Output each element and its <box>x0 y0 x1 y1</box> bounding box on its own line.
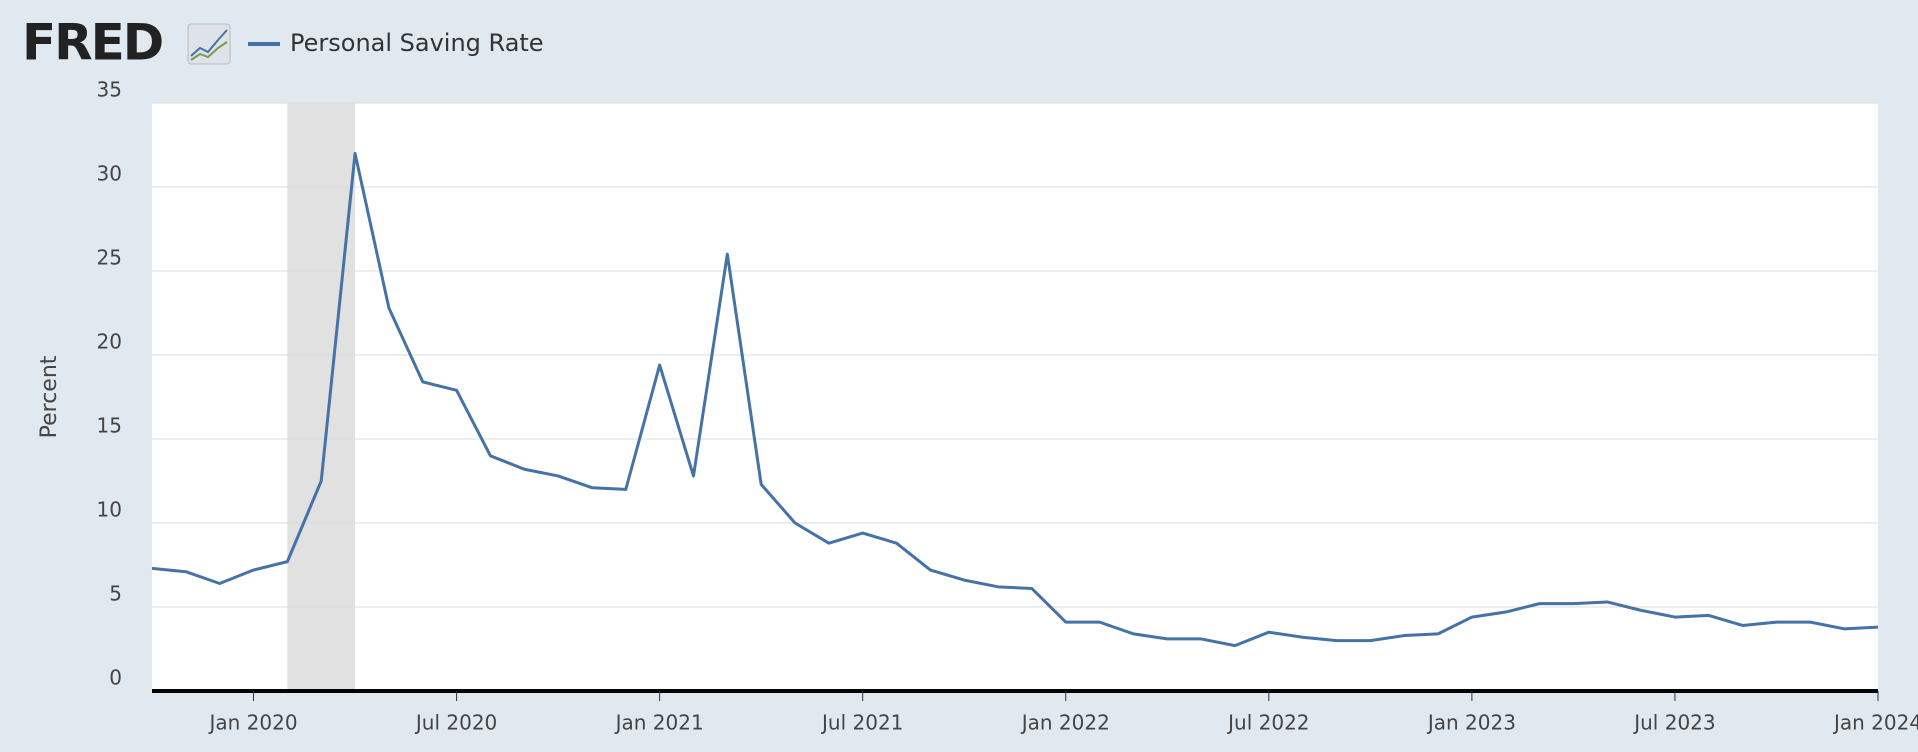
y-tick-label: 35 <box>97 78 122 102</box>
x-tick-label: Jul 2022 <box>1226 711 1309 735</box>
y-tick-label: 15 <box>97 414 122 438</box>
x-tick-label: Jul 2023 <box>1632 711 1715 735</box>
x-tick-label: Jan 2022 <box>1020 711 1110 735</box>
recession-shade <box>287 103 356 691</box>
y-tick-label: 20 <box>97 330 122 354</box>
y-axis-label: Percent <box>37 355 62 438</box>
x-tick-label: Jul 2021 <box>820 711 903 735</box>
line-series <box>151 151 1879 648</box>
plot-area <box>152 103 1878 691</box>
y-tick-label: 10 <box>97 498 122 522</box>
logo: FRED <box>22 14 162 72</box>
legend-label: Personal Saving Rate <box>290 29 544 57</box>
y-tick-label: 0 <box>109 666 122 690</box>
y-tick-label: 25 <box>97 246 122 270</box>
x-tick-label: Jul 2020 <box>414 711 497 735</box>
logo-icon <box>187 23 231 65</box>
x-tick-label: Jan 2020 <box>207 711 297 735</box>
x-tick-label: Jan 2023 <box>1426 711 1516 735</box>
x-tick-label: Jan 2021 <box>614 711 704 735</box>
x-tick-label: Jan 2024 <box>1832 711 1918 735</box>
y-tick-label: 5 <box>109 582 122 606</box>
y-tick-label: 30 <box>97 162 122 186</box>
